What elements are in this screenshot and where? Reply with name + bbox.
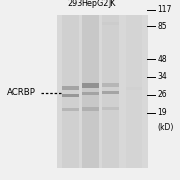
Text: 117: 117 — [158, 5, 172, 14]
Text: 48: 48 — [158, 55, 167, 64]
Bar — [126, 87, 142, 90]
Bar — [102, 83, 119, 87]
Bar — [62, 108, 79, 111]
Bar — [82, 92, 99, 95]
Bar — [62, 94, 79, 97]
Text: 26: 26 — [158, 90, 167, 99]
Bar — [57, 15, 148, 168]
Text: 34: 34 — [158, 72, 167, 81]
Bar — [102, 91, 119, 94]
Bar — [102, 107, 119, 110]
Bar — [82, 83, 99, 88]
Text: 293: 293 — [67, 0, 82, 8]
Bar — [82, 15, 99, 168]
Text: (kD): (kD) — [158, 123, 174, 132]
Text: JK: JK — [109, 0, 116, 8]
Bar — [102, 22, 119, 25]
Text: HepG2: HepG2 — [81, 0, 108, 8]
Text: ACRBP: ACRBP — [7, 88, 36, 97]
Bar — [82, 107, 99, 111]
Bar — [62, 86, 79, 90]
Text: 85: 85 — [158, 22, 167, 31]
Bar — [102, 15, 119, 168]
Bar — [126, 15, 142, 168]
Bar — [62, 15, 79, 168]
Text: 19: 19 — [158, 108, 167, 117]
